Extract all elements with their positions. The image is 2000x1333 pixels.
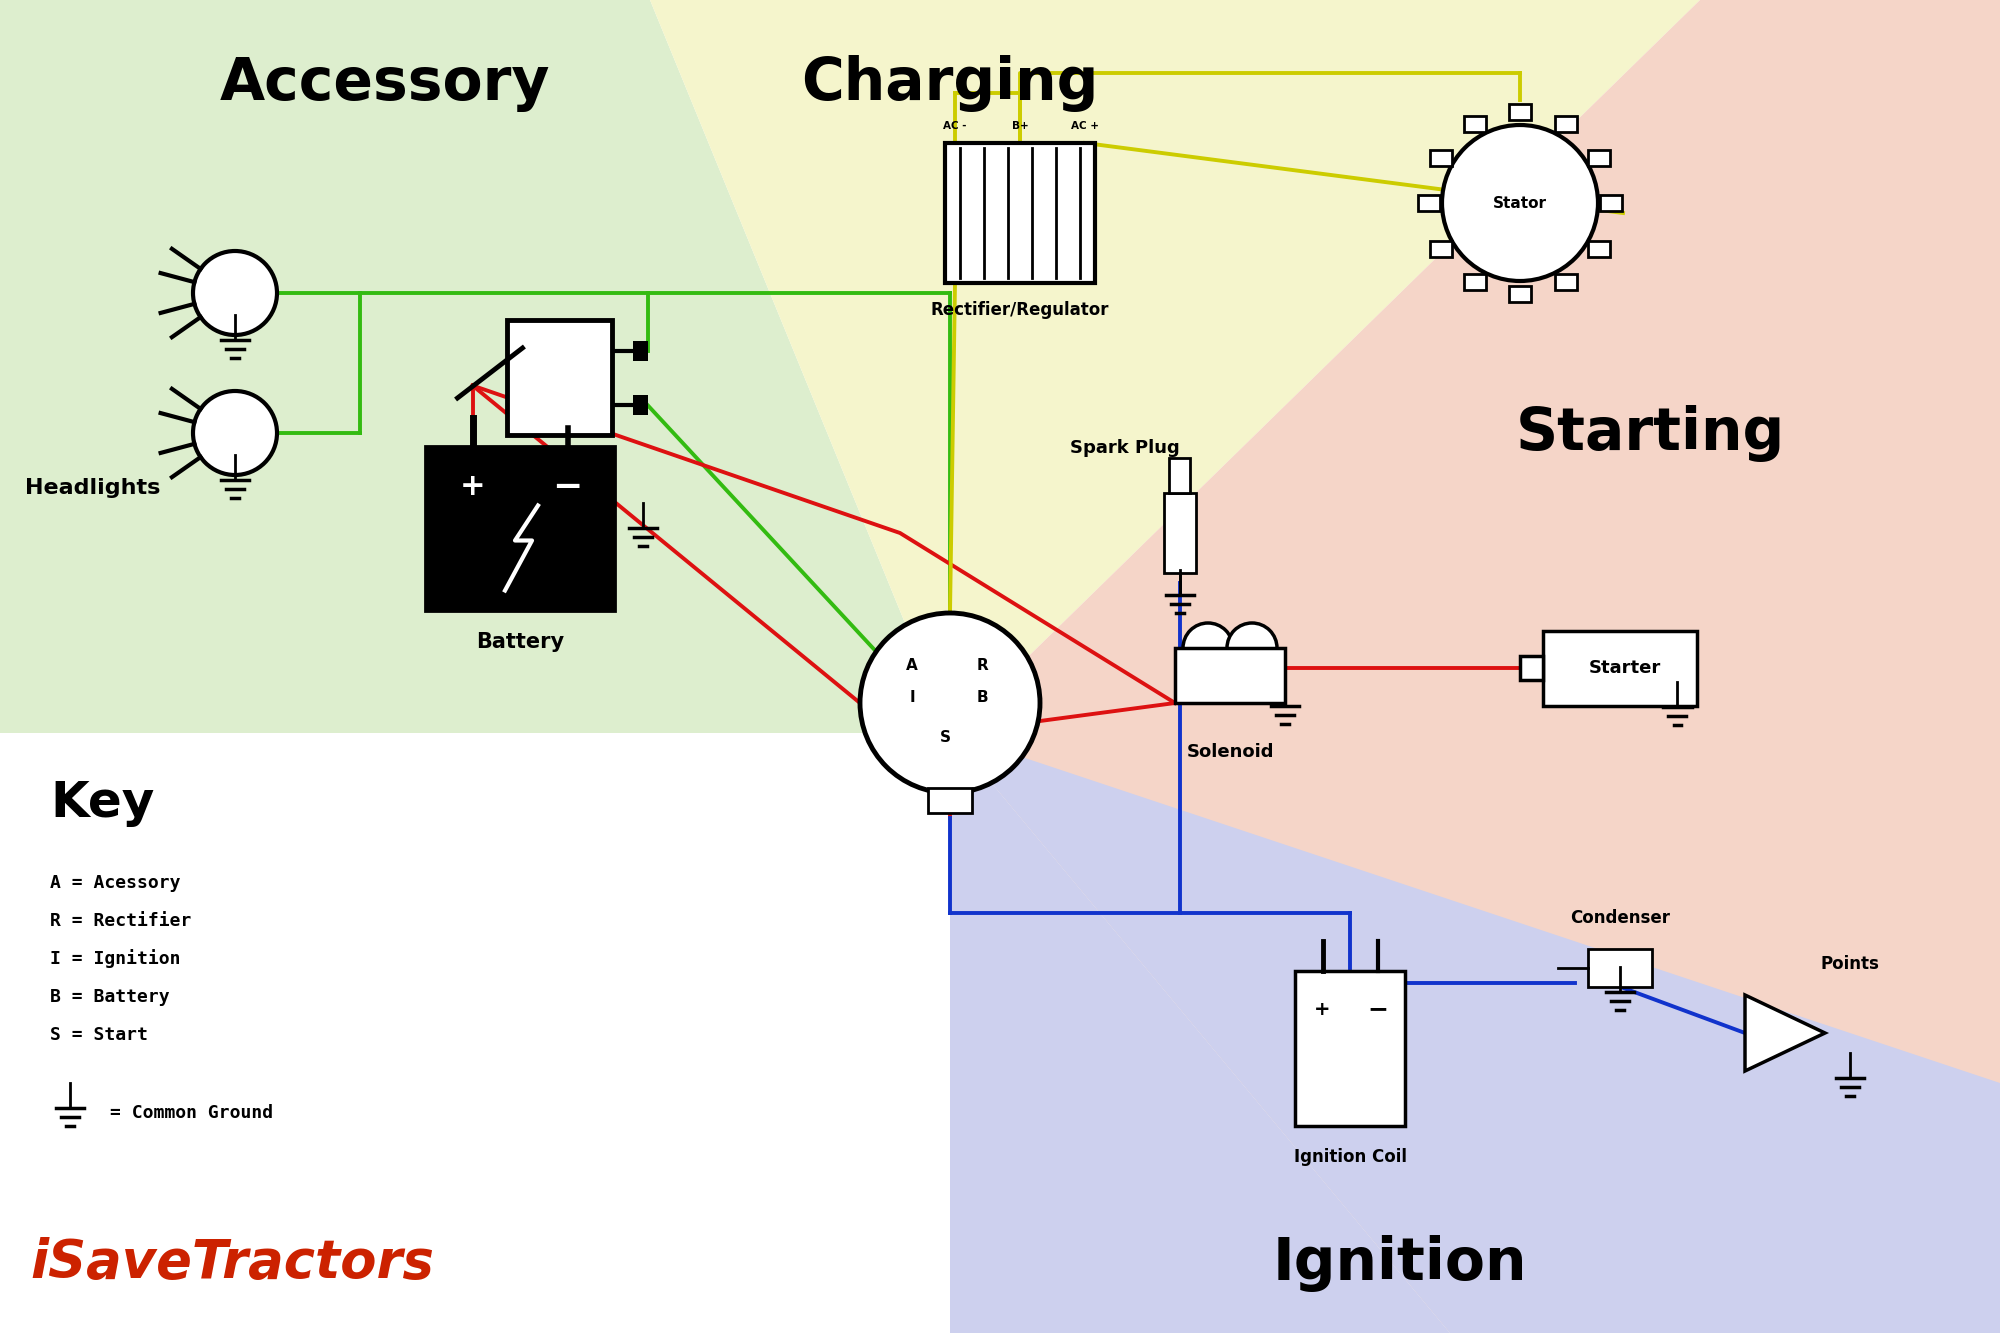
FancyBboxPatch shape xyxy=(1520,656,1542,680)
FancyBboxPatch shape xyxy=(632,341,648,361)
Circle shape xyxy=(1228,623,1278,673)
Text: Stator: Stator xyxy=(1492,196,1548,211)
Text: = Common Ground: = Common Ground xyxy=(110,1104,274,1122)
Polygon shape xyxy=(950,733,2000,1333)
Text: +: + xyxy=(1314,1000,1330,1018)
Text: S: S xyxy=(940,730,950,745)
Text: +: + xyxy=(460,472,486,501)
Text: Ignition Coil: Ignition Coil xyxy=(1294,1148,1406,1165)
Text: A: A xyxy=(906,657,918,673)
Text: Accessory: Accessory xyxy=(220,55,550,112)
FancyBboxPatch shape xyxy=(1554,273,1576,289)
Text: Charging: Charging xyxy=(802,55,1098,112)
Polygon shape xyxy=(650,0,1700,733)
FancyBboxPatch shape xyxy=(508,320,612,436)
FancyBboxPatch shape xyxy=(1554,116,1576,132)
FancyBboxPatch shape xyxy=(1588,240,1610,256)
FancyBboxPatch shape xyxy=(1600,195,1622,211)
FancyBboxPatch shape xyxy=(424,445,616,611)
Circle shape xyxy=(192,391,276,475)
FancyBboxPatch shape xyxy=(1296,970,1404,1125)
Text: iSaveTractors: iSaveTractors xyxy=(30,1237,434,1289)
FancyBboxPatch shape xyxy=(1418,195,1440,211)
Text: Starting: Starting xyxy=(1516,404,1784,461)
Text: B+: B+ xyxy=(1012,121,1028,131)
FancyBboxPatch shape xyxy=(1430,240,1452,256)
Polygon shape xyxy=(950,0,2000,1333)
FancyBboxPatch shape xyxy=(928,788,972,813)
Text: Battery: Battery xyxy=(476,632,564,652)
Circle shape xyxy=(860,613,1040,793)
Polygon shape xyxy=(950,733,1450,1333)
Text: B: B xyxy=(976,690,988,705)
Polygon shape xyxy=(1744,994,1824,1070)
Text: Points: Points xyxy=(1820,954,1880,973)
Text: Key: Key xyxy=(50,778,154,826)
Text: Headlights: Headlights xyxy=(24,479,160,499)
FancyBboxPatch shape xyxy=(944,143,1096,283)
FancyBboxPatch shape xyxy=(1510,104,1532,120)
Text: B = Battery: B = Battery xyxy=(50,988,170,1006)
Polygon shape xyxy=(0,0,950,733)
FancyBboxPatch shape xyxy=(1170,459,1190,493)
Text: −: − xyxy=(552,469,582,504)
FancyBboxPatch shape xyxy=(1510,287,1532,303)
Text: Starter: Starter xyxy=(1588,659,1662,677)
Circle shape xyxy=(192,251,276,335)
FancyBboxPatch shape xyxy=(1588,949,1652,986)
Text: AC +: AC + xyxy=(1072,121,1100,131)
Text: AC -: AC - xyxy=(944,121,966,131)
FancyBboxPatch shape xyxy=(1176,648,1284,702)
Text: Spark Plug: Spark Plug xyxy=(1070,439,1180,457)
Text: R = Rectifier: R = Rectifier xyxy=(50,912,192,930)
Polygon shape xyxy=(0,733,950,1333)
Circle shape xyxy=(1442,125,1598,281)
FancyBboxPatch shape xyxy=(1164,493,1196,573)
Text: I: I xyxy=(910,690,914,705)
Text: A = Acessory: A = Acessory xyxy=(50,874,180,892)
Text: S = Start: S = Start xyxy=(50,1026,148,1044)
Text: I = Ignition: I = Ignition xyxy=(50,949,180,969)
Text: Condenser: Condenser xyxy=(1570,909,1670,926)
FancyBboxPatch shape xyxy=(1464,116,1486,132)
Text: Ignition: Ignition xyxy=(1272,1234,1528,1292)
Text: −: − xyxy=(1368,997,1388,1021)
Text: Rectifier/Regulator: Rectifier/Regulator xyxy=(930,301,1110,319)
Circle shape xyxy=(1184,623,1232,673)
Text: R: R xyxy=(976,657,988,673)
Text: Solenoid: Solenoid xyxy=(1186,742,1274,761)
FancyBboxPatch shape xyxy=(1464,273,1486,289)
FancyBboxPatch shape xyxy=(1588,149,1610,165)
FancyBboxPatch shape xyxy=(632,395,648,415)
Text: Switch: Switch xyxy=(520,457,600,477)
FancyBboxPatch shape xyxy=(1542,631,1698,705)
FancyBboxPatch shape xyxy=(1430,149,1452,165)
